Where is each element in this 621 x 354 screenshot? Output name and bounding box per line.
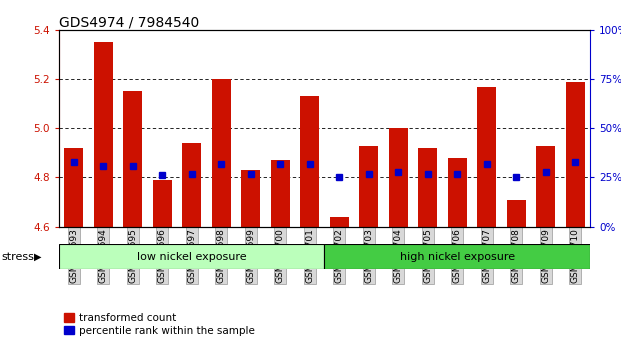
Bar (536, 145, 555, 227)
Bar (59, 244, 324, 269)
Bar (389, 129, 408, 227)
Bar (300, 96, 319, 227)
Bar (212, 79, 231, 227)
Bar (153, 180, 172, 227)
Bar (477, 87, 496, 227)
Bar (182, 143, 201, 227)
Bar (123, 91, 142, 227)
Bar (324, 244, 590, 269)
Bar (359, 145, 378, 227)
Text: stress: stress (1, 252, 34, 262)
Bar (271, 160, 290, 227)
Bar (94, 42, 113, 227)
Bar (418, 148, 437, 227)
Text: low nickel exposure: low nickel exposure (137, 252, 247, 262)
Bar (64, 148, 83, 227)
Bar (566, 82, 585, 227)
Text: GDS4974 / 7984540: GDS4974 / 7984540 (59, 16, 199, 30)
Text: ▶: ▶ (34, 252, 42, 262)
Text: high nickel exposure: high nickel exposure (400, 252, 515, 262)
Bar (330, 217, 349, 227)
Legend: transformed count, percentile rank within the sample: transformed count, percentile rank withi… (64, 313, 255, 336)
Bar (241, 170, 260, 227)
Bar (507, 200, 526, 227)
Bar (448, 158, 467, 227)
